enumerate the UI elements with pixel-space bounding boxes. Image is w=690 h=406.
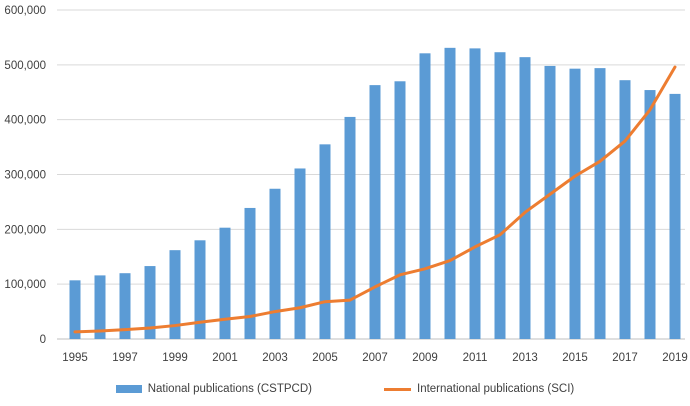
bar-2011 [469, 48, 481, 340]
bar-2000 [194, 240, 206, 339]
x-tick-label: 2001 [212, 352, 238, 364]
line-series-swatch-icon [384, 387, 411, 391]
x-tick-label: 1995 [62, 352, 88, 364]
y-tick-label: 600,000 [4, 5, 46, 17]
bar-2018 [644, 90, 656, 339]
bar-1995 [69, 280, 81, 339]
bar-series-swatch-icon [115, 385, 142, 393]
bar-1996 [94, 275, 106, 339]
bar-2013 [519, 57, 531, 339]
x-tick-label: 2011 [463, 352, 488, 364]
y-tick-label: 500,000 [4, 60, 46, 72]
x-tick-label: 2009 [412, 352, 438, 364]
legend-item-national: National publications (CSTPCD) [115, 383, 312, 395]
bar-2002 [244, 207, 256, 339]
bar-1999 [169, 250, 181, 339]
bar-2008 [394, 81, 406, 340]
x-tick-label: 2015 [562, 352, 588, 364]
sci-line [73, 65, 677, 334]
y-tick-label: 200,000 [4, 224, 46, 236]
bar-1998 [144, 266, 156, 339]
bar-2010 [444, 47, 456, 340]
bar-2012 [494, 52, 506, 339]
bar-2005 [319, 144, 331, 339]
legend: National publications (CSTPCD) Internati… [0, 383, 690, 395]
x-tick-label: 1997 [112, 352, 138, 364]
y-tick-label: 100,000 [4, 279, 46, 291]
y-tick-label: 300,000 [4, 170, 46, 182]
x-tick-label: 2019 [662, 352, 688, 364]
bar-2014 [544, 65, 556, 340]
bar-2001 [219, 227, 231, 339]
bar-2004 [294, 168, 306, 339]
y-tick-label: 0 [40, 334, 46, 346]
x-tick-label: 2013 [512, 352, 538, 364]
x-tick-label: 2003 [262, 352, 288, 364]
legend-label-international: International publications (SCI) [417, 383, 575, 395]
x-tick-label: 2017 [612, 352, 638, 364]
bar-2003 [269, 188, 281, 339]
bar-2007 [369, 85, 381, 339]
bar-2009 [419, 53, 431, 340]
x-tick-label: 2005 [312, 352, 338, 364]
legend-item-international: International publications (SCI) [384, 383, 574, 395]
publications-combo-chart: 0 100,000 200,000 300,000 400,000 500,000 600,… [4, 5, 688, 364]
bar-2019 [669, 93, 681, 340]
legend-label-national: National publications (CSTPCD) [147, 383, 312, 395]
bar-2015 [569, 68, 581, 340]
bar-2017 [619, 80, 631, 339]
bar-2016 [594, 68, 606, 339]
x-tick-label: 1999 [162, 352, 188, 364]
y-tick-label: 400,000 [4, 115, 46, 127]
bar-2006 [344, 116, 356, 339]
bar-1997 [119, 273, 131, 339]
x-tick-label: 2007 [362, 352, 388, 364]
